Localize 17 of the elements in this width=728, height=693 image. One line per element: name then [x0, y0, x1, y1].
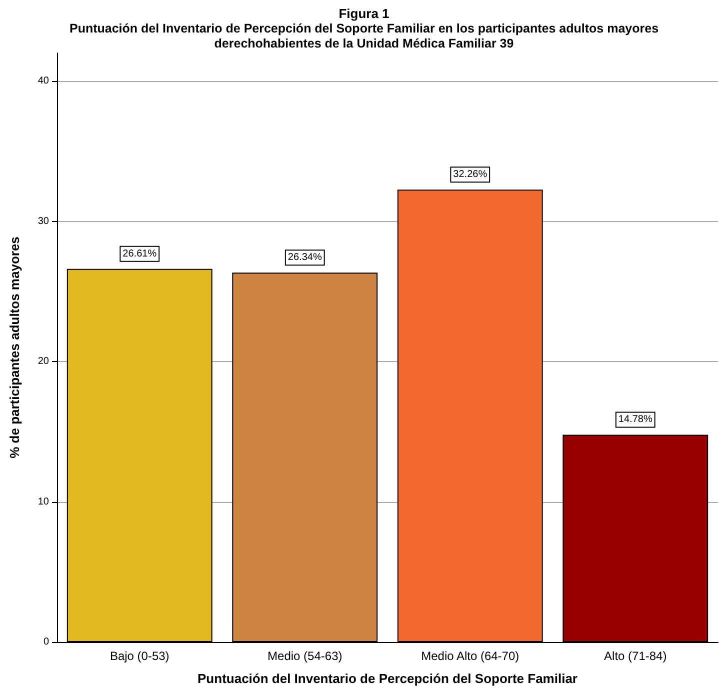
x-axis-title: Puntuación del Inventario de Percepción del Soporte Familiar: [198, 671, 578, 686]
x-tick-label: Bajo (0-53): [110, 649, 170, 663]
data-label: 14.78%: [618, 414, 652, 426]
y-axis-title: % de participantes adultos mayores: [7, 236, 22, 458]
y-tick-label: 10: [38, 496, 50, 508]
y-tick-label: 20: [38, 356, 50, 368]
chart-subtitle: Puntuación del Inventario de Percepción del Soporte Familiar en los participantes adultos mayores derechohabientes de la Unidad Médica Familiar 39: [69, 22, 659, 50]
y-tick-label: 40: [38, 76, 50, 87]
chart-title: Figura 1: [338, 6, 390, 21]
data-label: 26.34%: [288, 252, 322, 264]
data-label: 32.26%: [453, 169, 488, 180]
data-label: 26.61%: [122, 248, 157, 260]
y-tick-label: 0: [43, 636, 50, 648]
x-tick-label: Medio (54-63): [268, 649, 342, 663]
x-tick-label: Medio Alto (64-70): [421, 649, 520, 663]
y-tick-label: 30: [38, 216, 50, 227]
x-tick-label: Alto (71-84): [604, 649, 667, 663]
